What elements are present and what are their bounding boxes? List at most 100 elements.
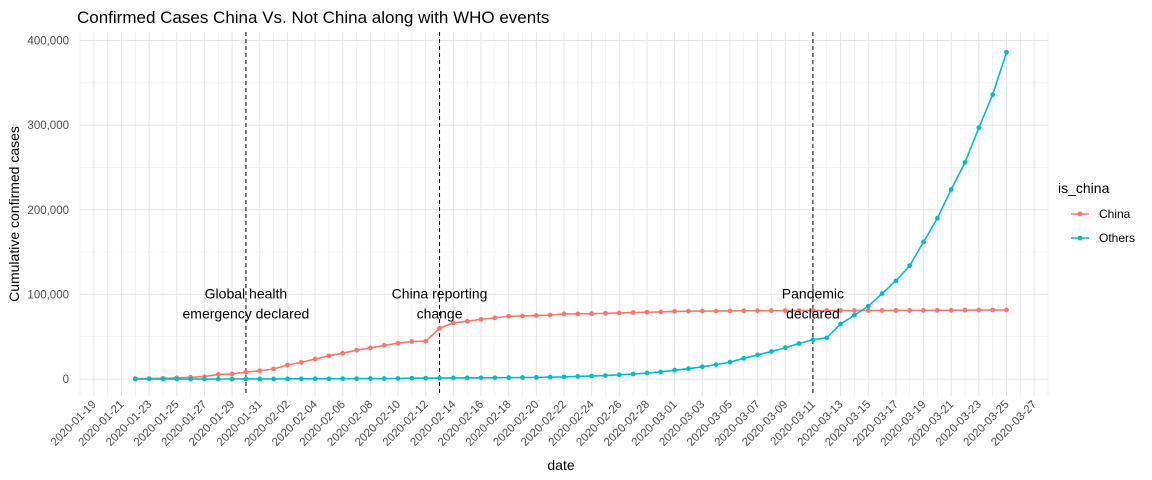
y-ticks: 0 100,000 200,000 300,000 400,000 — [27, 35, 69, 386]
data-point-china — [727, 308, 733, 314]
data-point-china — [1004, 307, 1009, 313]
data-point-others — [547, 374, 553, 380]
data-point-china — [824, 308, 830, 313]
data-point-china — [658, 309, 664, 315]
data-point-china — [229, 371, 235, 377]
data-point-others — [796, 341, 802, 346]
y-tick-label: 400,000 — [27, 35, 69, 47]
data-point-china — [271, 366, 276, 372]
data-point-others — [948, 187, 954, 192]
data-point-china — [423, 338, 429, 344]
data-point-china — [464, 318, 470, 324]
grid — [79, 32, 1049, 396]
data-point-china — [326, 353, 332, 359]
event-annotation-line: China reporting — [392, 285, 488, 301]
event-lines — [245, 32, 814, 396]
data-point-others — [132, 376, 138, 382]
data-point-china — [644, 309, 650, 315]
data-point-others — [506, 375, 512, 381]
data-point-china — [879, 308, 885, 313]
data-point-china — [921, 307, 926, 313]
data-point-china — [450, 320, 456, 326]
data-point-others — [769, 349, 774, 354]
data-point-others — [146, 376, 152, 382]
data-point-china — [838, 308, 843, 313]
data-point-others — [672, 367, 678, 373]
data-point-others — [188, 376, 194, 382]
data-point-china — [741, 308, 747, 314]
data-point-others — [838, 321, 843, 327]
data-point-china — [934, 307, 940, 313]
data-point-china — [354, 347, 359, 353]
data-point-others — [755, 352, 760, 358]
data-point-others — [962, 159, 968, 165]
data-point-others — [589, 373, 595, 379]
data-point-others — [865, 303, 871, 309]
data-point-china — [782, 308, 788, 314]
data-point-others — [381, 376, 387, 381]
data-point-china — [437, 325, 442, 331]
data-point-others — [893, 278, 899, 284]
legend: is_china China Others — [1058, 180, 1135, 245]
y-tick-label: 200,000 — [27, 205, 69, 217]
data-point-china — [755, 308, 760, 314]
data-point-others — [478, 375, 484, 381]
legend-title: is_china — [1058, 180, 1110, 196]
data-point-others — [174, 376, 180, 382]
series-layer — [132, 49, 1009, 382]
data-point-china — [506, 313, 512, 319]
data-point-others — [285, 376, 290, 382]
data-point-others — [243, 376, 249, 382]
data-point-china — [630, 310, 636, 315]
data-point-others — [409, 375, 415, 381]
data-point-others — [921, 239, 926, 245]
data-point-china — [713, 308, 719, 314]
data-point-china — [257, 368, 263, 374]
data-point-others — [257, 376, 263, 382]
data-point-china — [409, 339, 415, 344]
data-point-others — [215, 376, 221, 382]
data-point-others — [464, 375, 470, 381]
data-point-china — [672, 309, 678, 314]
data-point-others — [298, 376, 304, 382]
data-point-china — [893, 308, 899, 313]
data-point-others — [450, 375, 456, 381]
data-point-china — [603, 310, 608, 316]
data-point-others — [990, 92, 996, 98]
data-point-china — [533, 313, 539, 318]
data-point-china — [298, 359, 304, 365]
data-point-others — [354, 376, 359, 382]
data-point-others — [561, 374, 567, 380]
data-point-others — [395, 376, 401, 381]
event-annotation-line: change — [417, 305, 463, 321]
data-point-china — [948, 307, 954, 313]
data-point-china — [686, 308, 691, 314]
data-point-others — [160, 376, 166, 382]
data-point-others — [934, 215, 940, 221]
data-point-china — [243, 369, 249, 375]
data-point-others — [423, 375, 429, 381]
data-point-others — [492, 375, 498, 381]
data-point-others — [824, 335, 830, 341]
data-point-china — [520, 313, 525, 319]
x-ticks: 2020-01-192020-01-212020-01-232020-01-25… — [49, 398, 1039, 449]
data-point-china — [340, 350, 346, 356]
data-point-others — [976, 125, 982, 131]
data-point-china — [547, 312, 553, 318]
data-point-others — [533, 374, 539, 380]
data-point-china — [699, 308, 705, 314]
event-annotations: Global health emergency declared China rep… — [183, 285, 845, 321]
data-point-others — [229, 376, 235, 382]
event-annotation: Global health emergency declared — [183, 285, 310, 321]
event-annotation-line: declared — [786, 305, 840, 321]
y-tick-label: 0 — [63, 374, 69, 386]
event-annotation: China reporting change — [392, 285, 488, 321]
data-point-others — [658, 369, 664, 375]
event-annotation: Pandemic declared — [782, 285, 844, 321]
data-point-china — [285, 362, 290, 368]
legend-item-others: Others — [1071, 231, 1135, 245]
y-tick-label: 300,000 — [27, 120, 69, 132]
data-point-china — [215, 372, 221, 377]
data-point-others — [907, 263, 913, 269]
y-tick-label: 100,000 — [27, 289, 69, 301]
